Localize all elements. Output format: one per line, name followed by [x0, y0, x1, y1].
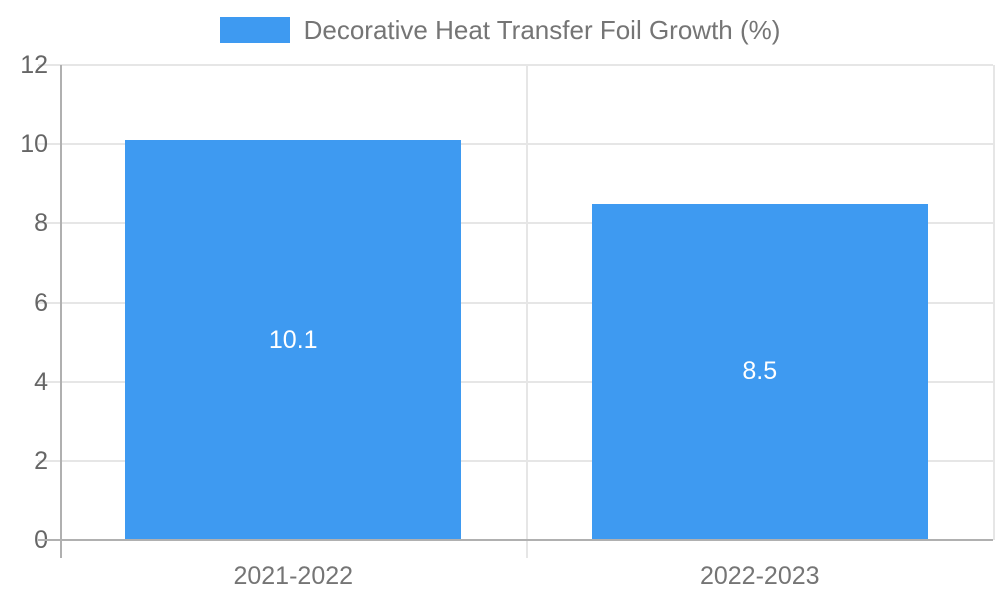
- gridline: [38, 222, 993, 225]
- y-axis-tick-label: 8: [34, 209, 48, 238]
- gridline: [38, 301, 993, 304]
- bar: 8.5: [591, 203, 928, 540]
- gridline: [38, 64, 993, 66]
- bar: 10.1: [125, 140, 462, 540]
- bar-value-label: 8.5: [742, 357, 778, 386]
- y-axis-tick-label: 10: [20, 130, 48, 159]
- x-axis-category-label: 2022-2023: [699, 562, 820, 590]
- x-axis-category-label: 2021-2022: [233, 562, 354, 590]
- y-axis-tick-label: 6: [34, 288, 48, 317]
- x-axis-line: [38, 539, 993, 541]
- legend-label: Decorative Heat Transfer Foil Growth (%): [303, 15, 781, 45]
- bar-value-label: 10.1: [268, 325, 318, 354]
- legend-swatch: [219, 17, 290, 43]
- gridline: [38, 143, 993, 146]
- y-axis-line: [60, 65, 62, 558]
- gridline: [38, 459, 993, 462]
- y-axis-tick-label: 4: [34, 367, 48, 396]
- y-axis-tick-label: 12: [20, 51, 48, 79]
- y-axis-tick-label: 2: [34, 446, 48, 475]
- gridline: [38, 380, 993, 383]
- chart-legend: Decorative Heat Transfer Foil Growth (%): [0, 14, 1000, 46]
- category-divider-gridline: [525, 65, 528, 558]
